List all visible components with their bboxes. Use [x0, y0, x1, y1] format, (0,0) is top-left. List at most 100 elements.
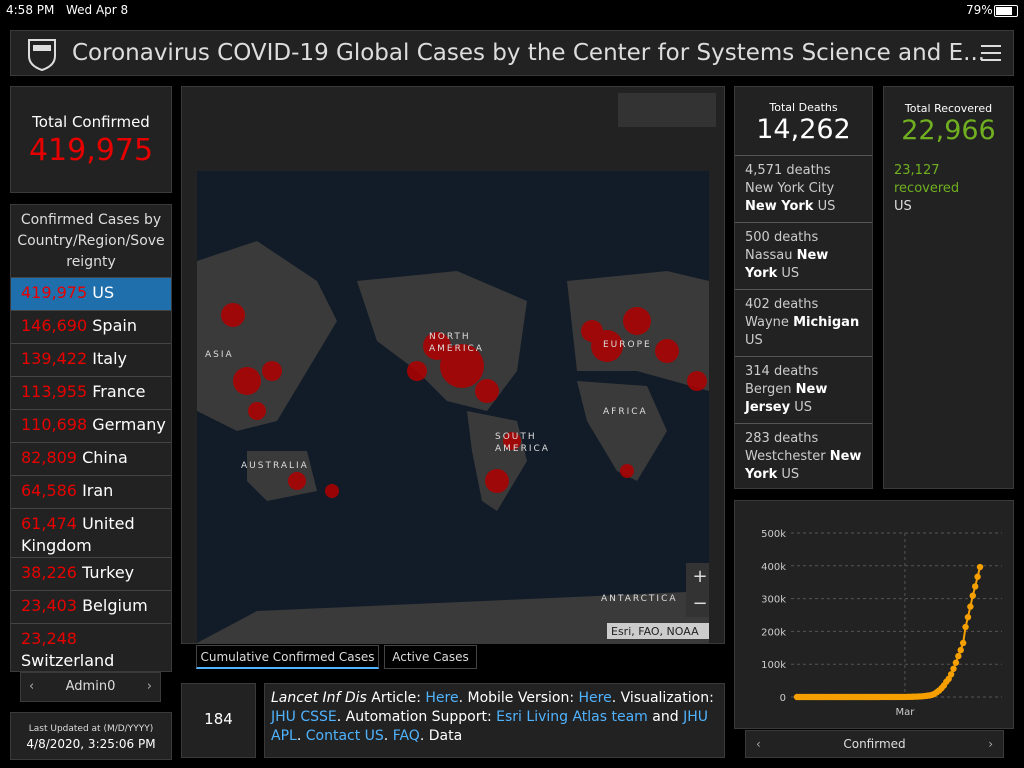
data-point	[971, 583, 979, 590]
country-row[interactable]: 61,474 United Kingdom	[11, 509, 171, 558]
nav-next[interactable]: ›	[146, 679, 152, 694]
info-segment: Here	[578, 690, 612, 706]
country-row[interactable]: 419,975 US	[11, 278, 171, 311]
country-row[interactable]: 64,586 Iran	[11, 476, 171, 509]
death-count: 500 deaths	[745, 230, 819, 245]
chart-nav-label: Confirmed	[843, 737, 906, 751]
country-row[interactable]: 23,248 Switzerland	[11, 624, 171, 671]
death-admin: Michigan	[793, 315, 860, 330]
country-name: US	[92, 283, 115, 302]
total-deaths-value: 14,262	[756, 114, 851, 145]
death-count: 402 deaths	[745, 297, 819, 312]
country-count: 146,690	[21, 316, 88, 335]
data-point	[969, 592, 976, 599]
series-line	[797, 566, 981, 698]
y-tick-label: 300k	[761, 595, 786, 606]
count-value: 184	[204, 710, 233, 728]
country-name: United Kingdom	[21, 514, 135, 555]
country-name: Belgium	[82, 596, 148, 615]
header-title: Coronavirus COVID-19 Global Cases by the…	[72, 40, 986, 66]
data-point	[950, 665, 957, 672]
data-point	[952, 659, 960, 666]
chart-prev[interactable]: ‹	[756, 737, 761, 751]
country-row[interactable]: 23,403 Belgium	[11, 591, 171, 624]
death-country: US	[794, 400, 813, 415]
last-updated-label: Last Updated at (M/D/YYYY)	[28, 724, 154, 734]
country-count: 61,474	[21, 514, 77, 533]
death-row: 402 deaths Wayne Michigan US	[735, 290, 872, 357]
data-point	[959, 639, 967, 647]
data-point	[964, 613, 972, 621]
info-segment: Here	[425, 690, 459, 706]
total-confirmed-label: Total Confirmed	[32, 113, 150, 131]
country-name: China	[82, 448, 128, 467]
death-row: 314 deaths Bergen New Jersey US	[735, 357, 872, 424]
status-time: 4:58 PM	[6, 3, 55, 17]
death-row: 4,571 deaths New York City New York US	[735, 156, 872, 223]
zoom-in[interactable]: +	[692, 566, 707, 587]
zoom-out[interactable]: −	[692, 593, 707, 614]
menu-button[interactable]	[981, 44, 1001, 62]
death-admin: New York	[745, 248, 829, 281]
map-tab[interactable]: Active Cases	[384, 645, 477, 669]
death-place: Bergen	[745, 382, 792, 397]
map-label: AUSTRALIA	[241, 461, 309, 471]
header: Coronavirus COVID-19 Global Cases by the…	[10, 30, 1014, 76]
data-point	[967, 603, 974, 610]
info-segment: .	[296, 728, 306, 744]
death-place: Nassau	[745, 248, 793, 263]
nav-prev[interactable]: ‹	[29, 679, 35, 694]
country-count: 23,403	[21, 596, 77, 615]
death-count: 314 deaths	[745, 364, 819, 379]
map-toolbar[interactable]	[618, 93, 716, 127]
total-recovered-label: Total Recovered	[904, 102, 993, 115]
death-row: 500 deaths Nassau New York US	[735, 223, 872, 290]
data-point	[974, 573, 981, 580]
info-segment: . Data	[419, 728, 463, 744]
country-name: Spain	[92, 316, 137, 335]
info-segment: FAQ	[392, 728, 420, 744]
country-row[interactable]: 139,422 Italy	[11, 344, 171, 377]
battery-level: 79%	[966, 3, 993, 17]
logo	[28, 39, 56, 71]
country-name: Iran	[82, 481, 114, 500]
death-country: US	[817, 199, 836, 214]
death-country: US	[781, 467, 800, 482]
list-nav: ‹ Admin0 ›	[20, 672, 161, 702]
country-row[interactable]: 113,955 France	[11, 377, 171, 410]
death-admin: New York	[745, 199, 814, 214]
death-place: Wayne	[745, 315, 789, 330]
country-row[interactable]: 82,809 China	[11, 443, 171, 476]
info-segment: and	[647, 709, 684, 725]
death-place: New York City	[745, 181, 835, 196]
recovered-row: 23,127 recovered US	[884, 156, 1013, 222]
recovered-country: US	[894, 199, 912, 214]
map-label: ANTARCTICA	[601, 594, 678, 604]
country-count: 82,809	[21, 448, 77, 467]
country-row[interactable]: 110,698 Germany	[11, 410, 171, 443]
data-point	[976, 563, 984, 571]
chart-next[interactable]: ›	[988, 737, 993, 751]
recovered-count: 23,127 recovered	[894, 163, 960, 196]
country-name: Turkey	[82, 563, 135, 582]
total-deaths: Total Deaths 14,262 4,571 deaths New York…	[734, 86, 873, 489]
country-name: Germany	[92, 415, 166, 434]
country-row[interactable]: 146,690 Spain	[11, 311, 171, 344]
map-label: NORTH AMERICA	[429, 332, 484, 354]
data-point	[947, 671, 955, 678]
country-list-title: Confirmed Cases by Country/Region/Sovere…	[11, 205, 171, 278]
country-name: France	[92, 382, 146, 401]
info-segment: Lancet Inf Dis	[271, 690, 367, 706]
last-updated: Last Updated at (M/D/YYYY) 4/8/2020, 3:2…	[10, 712, 172, 760]
y-tick-label: 400k	[761, 562, 786, 573]
y-tick-label: 0	[780, 693, 786, 704]
map-label: AFRICA	[603, 407, 648, 417]
map-label: EUROPE	[603, 340, 652, 350]
map-tab[interactable]: Cumulative Confirmed Cases	[196, 645, 379, 669]
total-deaths-label: Total Deaths	[769, 101, 838, 114]
death-count: 283 deaths	[745, 431, 819, 446]
death-country: US	[781, 266, 800, 281]
country-row[interactable]: 38,226 Turkey	[11, 558, 171, 591]
total-confirmed-value: 419,975	[28, 133, 154, 168]
